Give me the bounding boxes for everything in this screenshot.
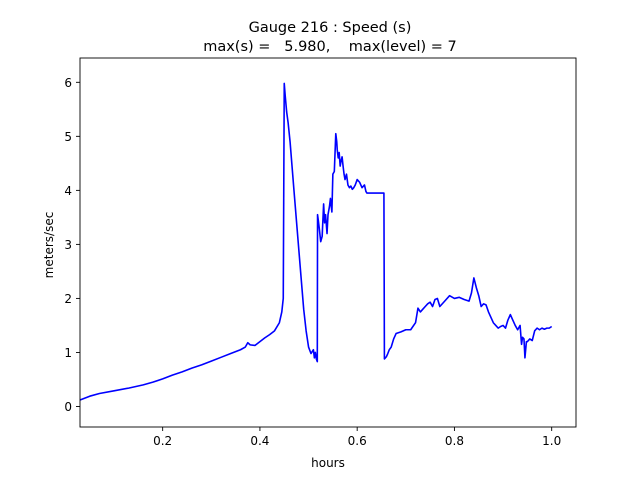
- y-tick-label: 6: [64, 76, 72, 90]
- plot-area: [79, 57, 577, 428]
- speed-series-line: [79, 82, 553, 401]
- x-tick-label: 0.8: [445, 434, 464, 448]
- y-axis-label: meters/sec: [42, 212, 56, 279]
- chart-subtitle: max(s) = 5.980, max(level) = 7: [203, 39, 457, 55]
- y-tick-label: 3: [64, 238, 72, 252]
- chart-title: Gauge 216 : Speed (s): [249, 20, 412, 36]
- x-tick-label: 0.4: [250, 434, 269, 448]
- axis-ticks: 0.2 0.4 0.6 0.8 1.0 0 1 2 3 4 5 6: [64, 76, 561, 448]
- x-tick-label: 0.2: [153, 434, 172, 448]
- y-tick-label: 2: [64, 292, 72, 306]
- x-tick-label: 0.6: [348, 434, 367, 448]
- axes-frame: [79, 57, 577, 428]
- x-axis-label: hours: [311, 456, 345, 470]
- x-tick-label: 1.0: [542, 434, 561, 448]
- y-tick-label: 4: [64, 184, 72, 198]
- y-tick-label: 5: [64, 130, 72, 144]
- y-tick-label: 1: [64, 346, 72, 360]
- y-tick-label: 0: [64, 400, 72, 414]
